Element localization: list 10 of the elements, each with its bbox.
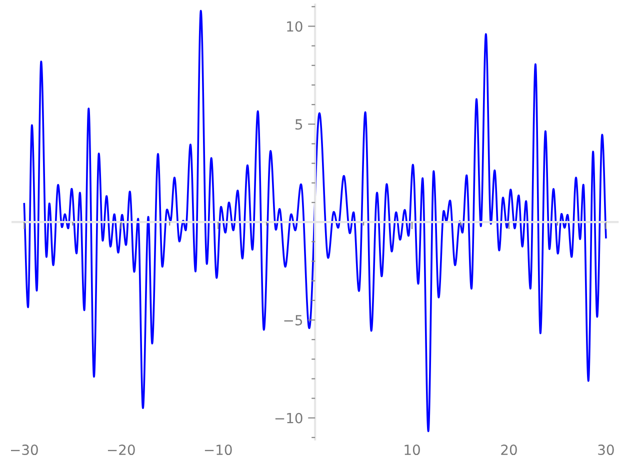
- y-tick-label: 10: [287, 21, 302, 32]
- x-tick-label: −30: [10, 444, 38, 456]
- x-tick-label: 30: [598, 444, 614, 456]
- x-tick-label: 20: [501, 444, 517, 456]
- y-tick-label: 5: [295, 119, 302, 130]
- x-tick-label: −20: [108, 444, 135, 456]
- y-tick-label: −5: [284, 315, 302, 326]
- y-tick-label: −10: [275, 412, 302, 424]
- x-tick-label: 10: [404, 444, 420, 456]
- x-tick-label: −10: [204, 444, 232, 456]
